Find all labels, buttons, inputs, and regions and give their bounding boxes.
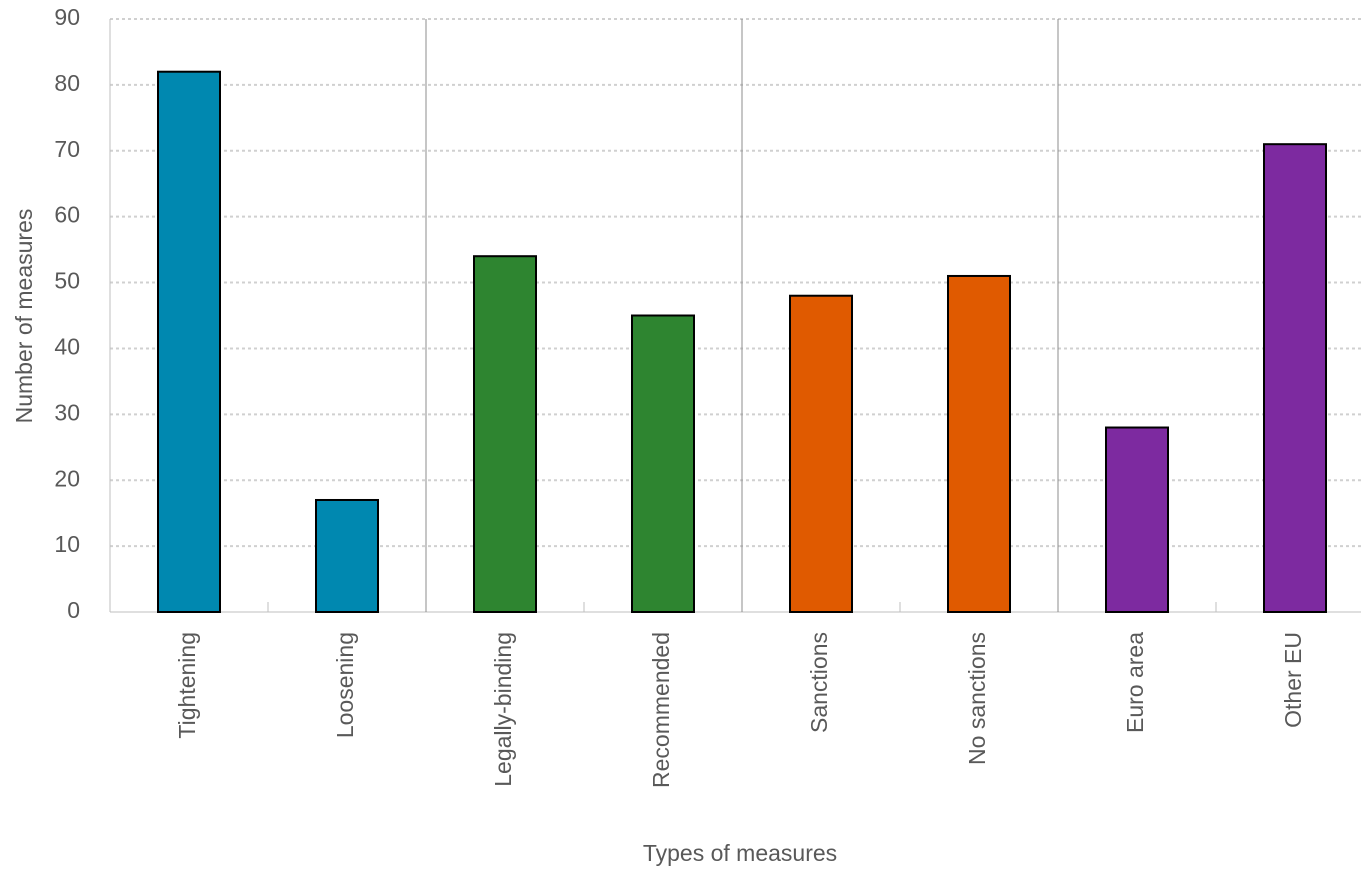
- x-tick-label: Sanctions: [806, 632, 832, 733]
- bar: [157, 70, 221, 613]
- y-tick-label: 0: [67, 597, 80, 623]
- y-tick-label: 10: [54, 531, 80, 557]
- x-tick-label: Other EU: [1280, 632, 1306, 728]
- bar: [947, 274, 1011, 613]
- x-tick-label: No sanctions: [964, 632, 990, 765]
- bar: [789, 294, 853, 613]
- y-tick-label: 40: [54, 334, 80, 360]
- bar: [315, 498, 379, 613]
- bar: [1263, 143, 1327, 613]
- x-axis-title: Types of measures: [643, 840, 837, 866]
- y-tick-label: 70: [54, 136, 80, 162]
- x-tick-label: Loosening: [332, 632, 358, 738]
- y-tick-label: 20: [54, 465, 80, 491]
- bar: [1105, 426, 1169, 613]
- x-tick-label: Legally-binding: [490, 632, 516, 787]
- y-tick-label: 80: [54, 70, 80, 96]
- y-tick-label: 30: [54, 399, 80, 425]
- y-tick-label: 50: [54, 268, 80, 294]
- bar: [631, 314, 695, 613]
- bar: [473, 255, 537, 613]
- x-tick-label: Recommended: [648, 632, 674, 788]
- y-tick-label: 60: [54, 202, 80, 228]
- x-tick-label: Euro area: [1122, 632, 1148, 733]
- y-tick-label: 90: [54, 4, 80, 30]
- y-axis-title: Number of measures: [11, 209, 37, 424]
- x-tick-label: Tightening: [174, 632, 200, 739]
